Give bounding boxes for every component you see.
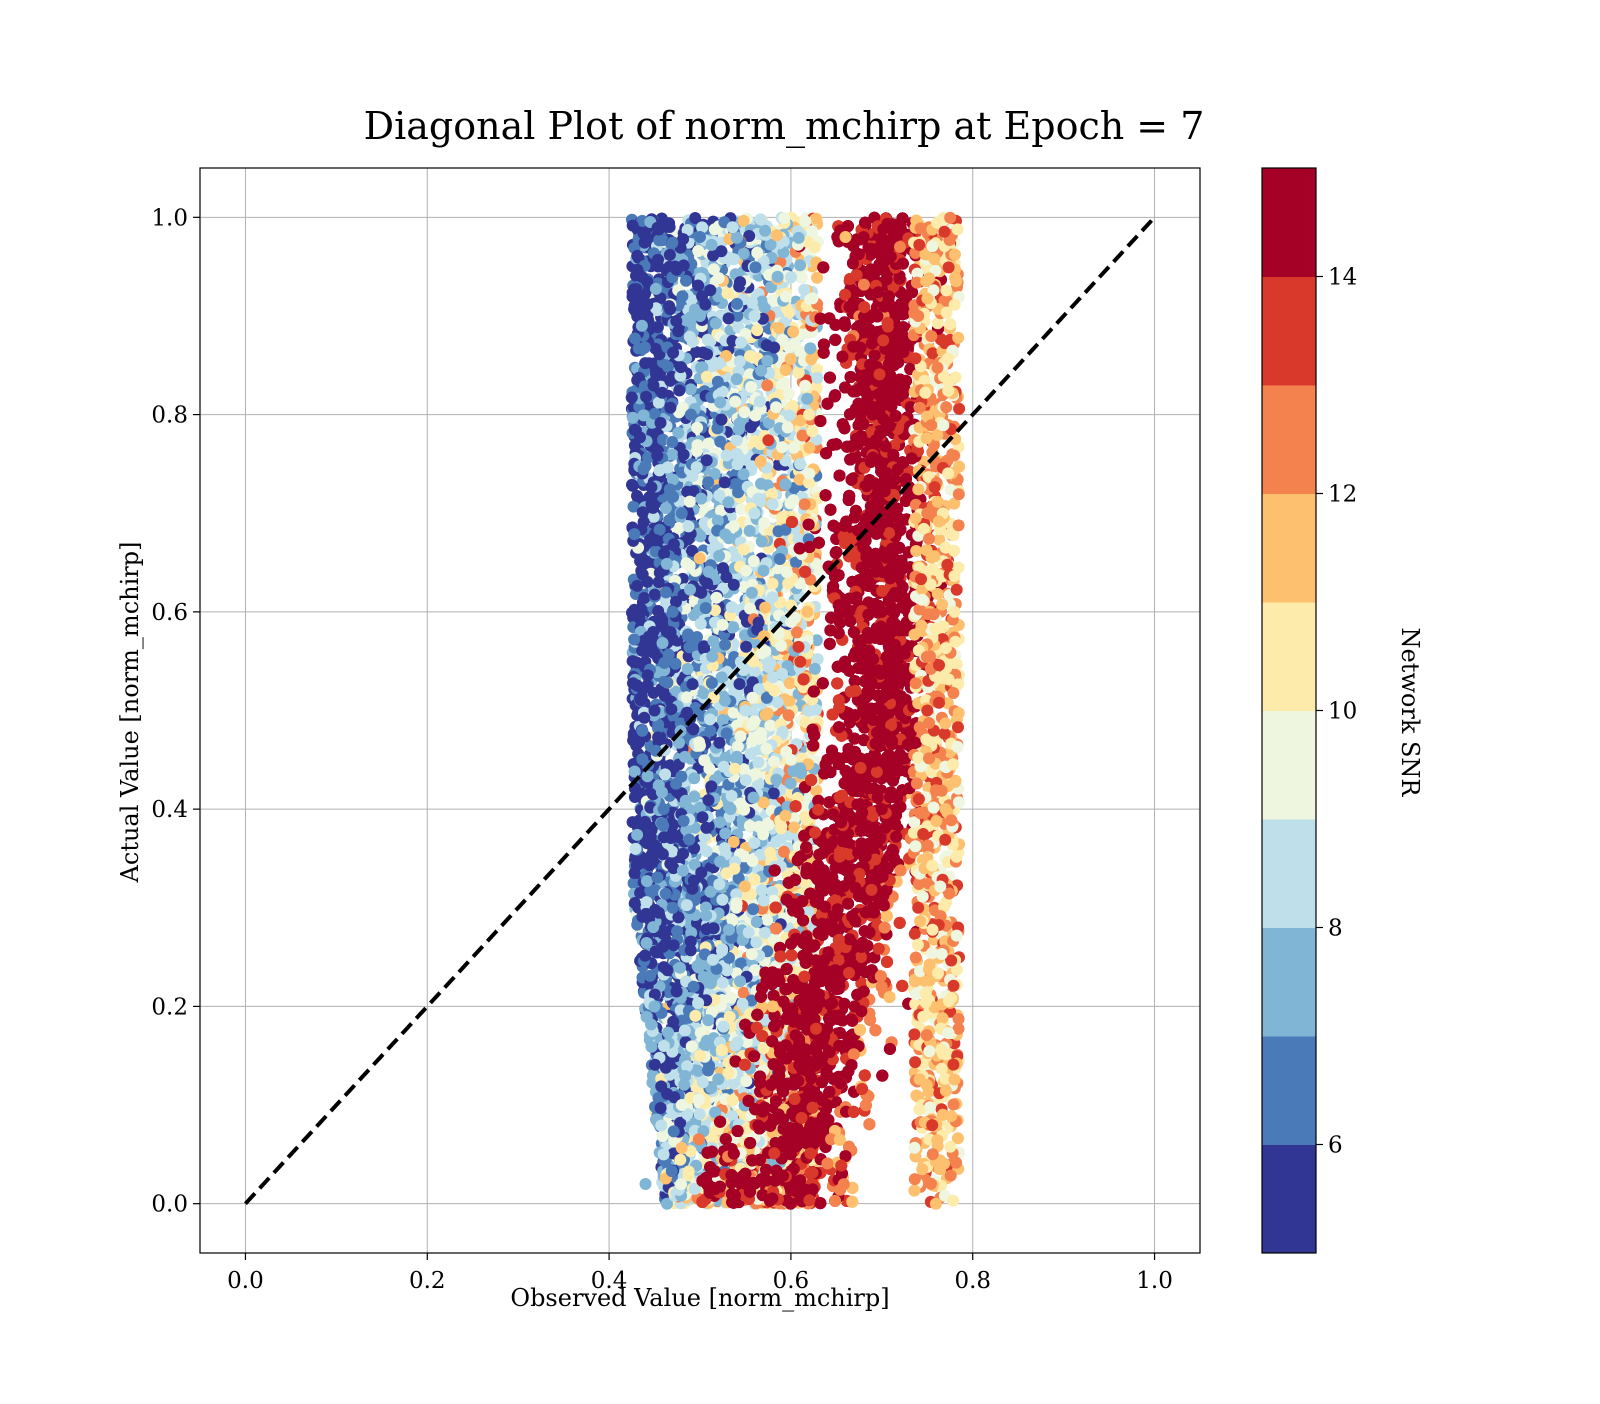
scatter-point	[791, 626, 803, 638]
scatter-point	[768, 787, 780, 799]
scatter-point	[685, 383, 697, 395]
scatter-point	[803, 442, 815, 454]
scatter-points	[626, 212, 965, 1210]
scatter-point	[627, 220, 639, 232]
scatter-point	[657, 1130, 669, 1142]
scatter-point	[662, 964, 674, 976]
scatter-point	[664, 221, 676, 233]
scatter-point	[717, 714, 729, 726]
scatter-point	[628, 528, 640, 540]
scatter-point	[688, 772, 700, 784]
scatter-point	[650, 343, 662, 355]
scatter-point	[767, 578, 779, 590]
scatter-point	[756, 536, 768, 548]
scatter-point	[680, 275, 692, 287]
scatter-point	[794, 656, 806, 668]
scatter-point	[811, 272, 823, 284]
scatter-point	[728, 253, 740, 265]
scatter-point	[784, 677, 796, 689]
scatter-point	[659, 768, 671, 780]
chart-title: Diagonal Plot of norm_mchirp at Epoch = …	[364, 104, 1205, 149]
scatter-point	[809, 663, 821, 675]
scatter-point	[810, 213, 822, 225]
scatter-point	[627, 412, 639, 424]
scatter-point	[750, 936, 762, 948]
scatter-point	[799, 380, 811, 392]
scatter-point	[793, 367, 805, 379]
scatter-point	[629, 766, 641, 778]
scatter-point	[764, 720, 776, 732]
scatter-point	[799, 498, 811, 510]
scatter-point	[692, 245, 704, 257]
scatter-point	[744, 525, 756, 537]
